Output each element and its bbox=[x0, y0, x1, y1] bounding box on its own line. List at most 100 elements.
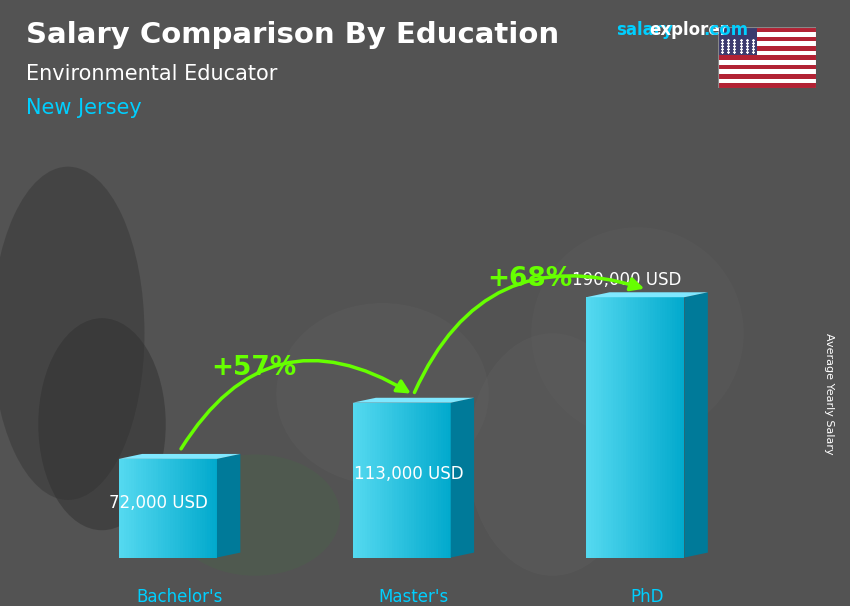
Polygon shape bbox=[618, 297, 620, 558]
Polygon shape bbox=[439, 403, 441, 558]
Bar bbox=[718, 50, 816, 55]
Bar bbox=[718, 27, 757, 55]
Polygon shape bbox=[620, 297, 623, 558]
Polygon shape bbox=[353, 403, 355, 558]
Polygon shape bbox=[660, 297, 662, 558]
Polygon shape bbox=[445, 403, 448, 558]
Polygon shape bbox=[190, 459, 192, 558]
Polygon shape bbox=[389, 403, 392, 558]
Polygon shape bbox=[370, 403, 372, 558]
Text: salary: salary bbox=[616, 21, 673, 39]
Text: +57%: +57% bbox=[212, 355, 297, 381]
Polygon shape bbox=[450, 398, 474, 558]
Polygon shape bbox=[173, 459, 175, 558]
Polygon shape bbox=[128, 459, 131, 558]
Polygon shape bbox=[136, 459, 139, 558]
Polygon shape bbox=[684, 292, 708, 558]
Polygon shape bbox=[133, 459, 136, 558]
Polygon shape bbox=[615, 297, 618, 558]
Polygon shape bbox=[638, 297, 640, 558]
Bar bbox=[718, 32, 816, 36]
Ellipse shape bbox=[0, 167, 144, 500]
Polygon shape bbox=[205, 459, 207, 558]
Bar bbox=[718, 36, 816, 41]
Polygon shape bbox=[158, 459, 161, 558]
Polygon shape bbox=[645, 297, 648, 558]
Polygon shape bbox=[416, 403, 419, 558]
Ellipse shape bbox=[276, 303, 489, 485]
Polygon shape bbox=[611, 297, 614, 558]
Polygon shape bbox=[195, 459, 197, 558]
Polygon shape bbox=[672, 297, 675, 558]
Bar bbox=[718, 27, 816, 32]
Bar bbox=[718, 60, 816, 65]
Polygon shape bbox=[170, 459, 173, 558]
Polygon shape bbox=[200, 459, 202, 558]
Polygon shape bbox=[448, 403, 451, 558]
Polygon shape bbox=[665, 297, 667, 558]
Polygon shape bbox=[670, 297, 672, 558]
Polygon shape bbox=[655, 297, 657, 558]
Polygon shape bbox=[210, 459, 212, 558]
Polygon shape bbox=[593, 297, 596, 558]
Polygon shape bbox=[372, 403, 375, 558]
Polygon shape bbox=[404, 403, 406, 558]
Polygon shape bbox=[367, 403, 370, 558]
Polygon shape bbox=[217, 454, 241, 558]
Polygon shape bbox=[214, 459, 217, 558]
Polygon shape bbox=[675, 297, 677, 558]
Polygon shape bbox=[197, 459, 200, 558]
Polygon shape bbox=[146, 459, 148, 558]
Bar bbox=[718, 46, 816, 50]
Polygon shape bbox=[606, 297, 609, 558]
Text: 190,000 USD: 190,000 USD bbox=[572, 271, 682, 289]
Text: Environmental Educator: Environmental Educator bbox=[26, 64, 277, 84]
Text: PhD: PhD bbox=[631, 588, 664, 605]
Polygon shape bbox=[436, 403, 439, 558]
Polygon shape bbox=[596, 297, 598, 558]
Polygon shape bbox=[604, 297, 606, 558]
Polygon shape bbox=[635, 297, 638, 558]
Polygon shape bbox=[423, 403, 426, 558]
Polygon shape bbox=[392, 403, 394, 558]
Text: explorer: explorer bbox=[649, 21, 728, 39]
Polygon shape bbox=[633, 297, 635, 558]
Polygon shape bbox=[441, 403, 444, 558]
Polygon shape bbox=[377, 403, 380, 558]
Polygon shape bbox=[183, 459, 185, 558]
Polygon shape bbox=[148, 459, 150, 558]
Polygon shape bbox=[188, 459, 190, 558]
Polygon shape bbox=[411, 403, 414, 558]
Polygon shape bbox=[358, 403, 360, 558]
Ellipse shape bbox=[170, 454, 340, 576]
Bar bbox=[718, 74, 816, 79]
Polygon shape bbox=[175, 459, 178, 558]
Bar bbox=[718, 79, 816, 83]
Polygon shape bbox=[640, 297, 643, 558]
Polygon shape bbox=[419, 403, 422, 558]
Text: Average Yearly Salary: Average Yearly Salary bbox=[824, 333, 834, 454]
Polygon shape bbox=[150, 459, 153, 558]
Polygon shape bbox=[163, 459, 166, 558]
Polygon shape bbox=[598, 297, 601, 558]
Polygon shape bbox=[662, 297, 665, 558]
Polygon shape bbox=[131, 459, 133, 558]
Polygon shape bbox=[384, 403, 387, 558]
Polygon shape bbox=[360, 403, 362, 558]
Text: Bachelor's
Degree: Bachelor's Degree bbox=[136, 588, 223, 606]
Bar bbox=[718, 65, 816, 69]
Polygon shape bbox=[382, 403, 384, 558]
Polygon shape bbox=[422, 403, 423, 558]
Polygon shape bbox=[631, 297, 633, 558]
Polygon shape bbox=[126, 459, 128, 558]
Polygon shape bbox=[387, 403, 389, 558]
Polygon shape bbox=[643, 297, 645, 558]
Polygon shape bbox=[161, 459, 163, 558]
Polygon shape bbox=[592, 297, 593, 558]
Polygon shape bbox=[679, 297, 682, 558]
Polygon shape bbox=[614, 297, 615, 558]
Polygon shape bbox=[124, 459, 126, 558]
Polygon shape bbox=[380, 403, 382, 558]
Polygon shape bbox=[628, 297, 631, 558]
Polygon shape bbox=[677, 297, 679, 558]
